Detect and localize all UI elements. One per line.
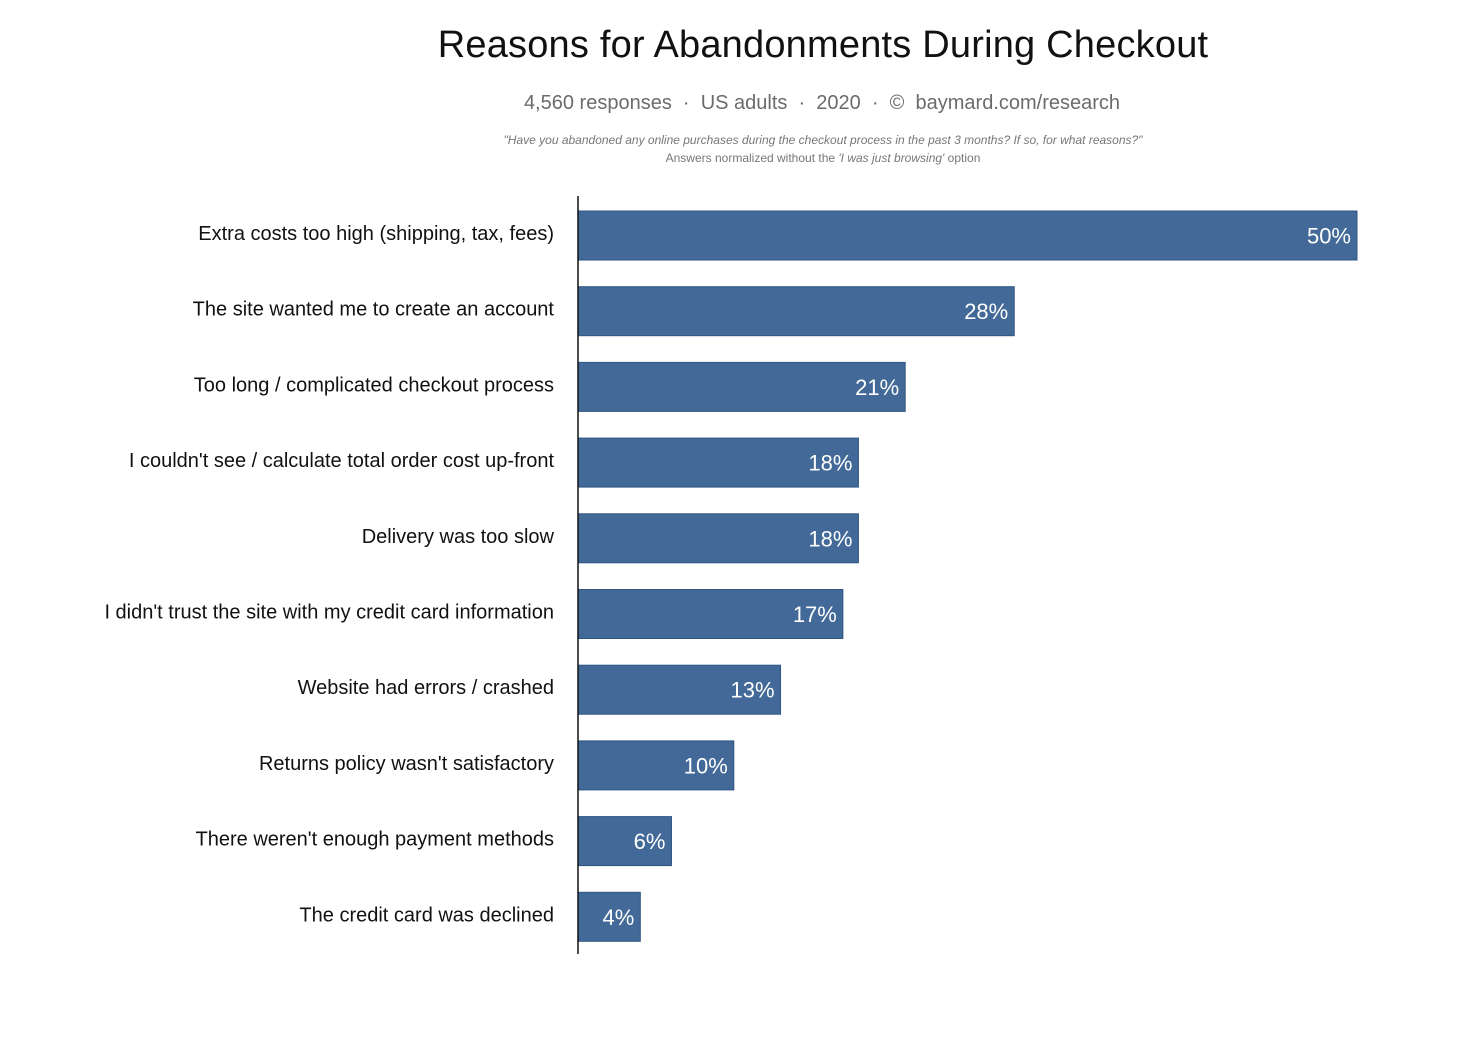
category-label: I couldn't see / calculate total order c… — [129, 450, 555, 472]
category-label: Website had errors / crashed — [298, 677, 554, 699]
bar-value-label: 6% — [634, 829, 666, 854]
bar-value-label: 10% — [684, 753, 728, 778]
bar — [577, 891, 641, 942]
bar — [577, 286, 1015, 337]
category-label: Extra costs too high (shipping, tax, fee… — [198, 223, 554, 245]
normalization-note: Answers normalized without the 'I was ju… — [0, 151, 1480, 165]
note-option: 'I was just browsing' — [838, 151, 945, 165]
note-prefix: Answers normalized without the — [665, 151, 839, 165]
bar — [577, 513, 859, 564]
bar-value-label: 13% — [730, 678, 774, 703]
category-label: The credit card was declined — [299, 904, 554, 926]
bar — [577, 816, 672, 867]
bar — [577, 437, 859, 488]
bar-value-label: 4% — [603, 905, 635, 930]
bar — [577, 740, 735, 791]
bar — [577, 589, 844, 639]
category-label: There weren't enough payment methods — [196, 829, 554, 851]
note-suffix: option — [944, 151, 981, 165]
bar-value-label: 28% — [964, 299, 1008, 324]
category-label: Returns policy wasn't satisfactory — [259, 753, 554, 775]
category-label: The site wanted me to create an account — [193, 299, 555, 321]
category-label: Too long / complicated checkout process — [194, 374, 554, 396]
category-label: I didn't trust the site with my credit c… — [104, 602, 554, 624]
bar — [577, 210, 1358, 261]
category-label: Delivery was too slow — [362, 526, 555, 548]
survey-question: "Have you abandoned any online purchases… — [503, 133, 1143, 147]
bar-value-label: 21% — [855, 375, 899, 400]
bar — [577, 664, 782, 715]
bar-value-label: 18% — [808, 451, 852, 476]
bar — [577, 361, 906, 412]
bar-value-label: 50% — [1307, 224, 1351, 249]
bar-value-label: 17% — [793, 602, 837, 627]
bar-value-label: 18% — [808, 526, 852, 551]
chart-title: Reasons for Abandonments During Checkout — [437, 24, 1209, 66]
chart-subtitle: 4,560 responses · US adults · 2020 · © b… — [523, 92, 1121, 114]
